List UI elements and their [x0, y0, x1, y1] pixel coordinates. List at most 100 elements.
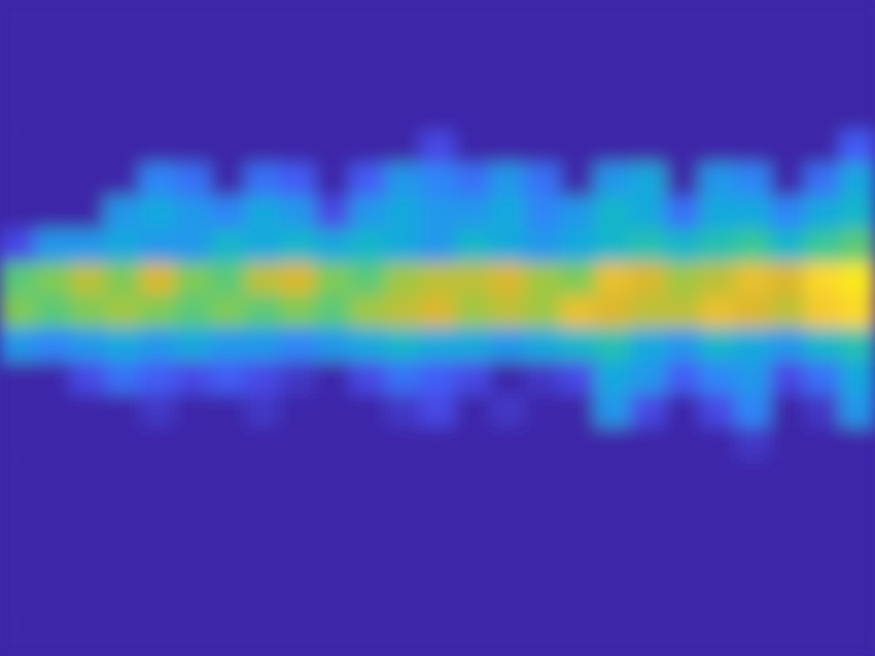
- heatmap-cell: [385, 131, 421, 164]
- heatmap-cell: [770, 558, 806, 591]
- heatmap-cell: [315, 295, 351, 328]
- heatmap-cell: [105, 131, 141, 164]
- heatmap-cell: [210, 394, 246, 427]
- heatmap-cell: [245, 623, 281, 656]
- heatmap-cell: [315, 492, 351, 525]
- heatmap-cell: [770, 295, 806, 328]
- heatmap-cell: [525, 623, 561, 656]
- heatmap-cell: [455, 525, 491, 558]
- heatmap-cell: [420, 328, 456, 361]
- heatmap-cell: [420, 394, 456, 427]
- heatmap-cell: [350, 197, 386, 230]
- heatmap-cell: [175, 197, 211, 230]
- heatmap-cell: [280, 459, 316, 492]
- heatmap-cell: [175, 525, 211, 558]
- heatmap-cell: [140, 33, 176, 66]
- heatmap-cell: [70, 262, 106, 295]
- heatmap-cell: [735, 164, 771, 197]
- heatmap-cell: [735, 0, 771, 33]
- heatmap-cell: [805, 98, 841, 131]
- heatmap-cell: [665, 492, 701, 525]
- heatmap-cell: [700, 164, 736, 197]
- heatmap-cell: [280, 394, 316, 427]
- heatmap-cell: [280, 131, 316, 164]
- heatmap-cell: [560, 197, 596, 230]
- heatmap-cell: [700, 492, 736, 525]
- heatmap-cell: [490, 98, 526, 131]
- heatmap-cell: [490, 525, 526, 558]
- heatmap-cell: [455, 0, 491, 33]
- heatmap-cell: [770, 197, 806, 230]
- heatmap-cell: [0, 0, 36, 33]
- heatmap-cell: [140, 492, 176, 525]
- heatmap-cell: [595, 459, 631, 492]
- heatmap-cell: [140, 98, 176, 131]
- heatmap-cell: [560, 131, 596, 164]
- heatmap-cell: [70, 590, 106, 623]
- heatmap-cell: [210, 426, 246, 459]
- heatmap-cell: [805, 525, 841, 558]
- heatmap-cell: [735, 230, 771, 263]
- heatmap-cell: [700, 0, 736, 33]
- heatmap-cell: [700, 623, 736, 656]
- heatmap-cell: [525, 361, 561, 394]
- heatmap-cell: [840, 197, 875, 230]
- heatmap-cell: [525, 558, 561, 591]
- heatmap-cell: [315, 590, 351, 623]
- heatmap-cell: [420, 164, 456, 197]
- heatmap-cell: [140, 197, 176, 230]
- heatmap-cell: [630, 558, 666, 591]
- heatmap-cell: [35, 590, 71, 623]
- heatmap-cell: [350, 262, 386, 295]
- heatmap-cell: [490, 492, 526, 525]
- heatmap-cell: [35, 295, 71, 328]
- heatmap-cell: [70, 492, 106, 525]
- heatmap-cell: [385, 0, 421, 33]
- heatmap-cell: [595, 394, 631, 427]
- heatmap-cell: [315, 0, 351, 33]
- heatmap-cell: [735, 459, 771, 492]
- heatmap-cell: [560, 164, 596, 197]
- heatmap-cell: [175, 492, 211, 525]
- heatmap-cell: [350, 426, 386, 459]
- heatmap-cell: [210, 459, 246, 492]
- heatmap-cell: [70, 197, 106, 230]
- heatmap-cell: [420, 131, 456, 164]
- heatmap-cell: [840, 66, 875, 99]
- heatmap-cell: [245, 262, 281, 295]
- heatmap-cell: [70, 295, 106, 328]
- heatmap-cell: [350, 525, 386, 558]
- heatmap-cell: [245, 33, 281, 66]
- heatmap-cell: [840, 590, 875, 623]
- heatmap-cell: [840, 558, 875, 591]
- heatmap-cell: [630, 361, 666, 394]
- heatmap-cell: [805, 197, 841, 230]
- heatmap-cell: [665, 33, 701, 66]
- heatmap-cell: [245, 197, 281, 230]
- heatmap-cell: [455, 131, 491, 164]
- heatmap-cell: [35, 131, 71, 164]
- heatmap-cell: [595, 525, 631, 558]
- heatmap-cell: [245, 328, 281, 361]
- heatmap-cell: [210, 66, 246, 99]
- heatmap-cell: [735, 262, 771, 295]
- heatmap-cell: [385, 590, 421, 623]
- heatmap-cell: [420, 230, 456, 263]
- heatmap-cell: [525, 33, 561, 66]
- heatmap-cell: [770, 623, 806, 656]
- heatmap-cell: [105, 66, 141, 99]
- heatmap-cell: [35, 525, 71, 558]
- heatmap-cell: [770, 426, 806, 459]
- heatmap-cell: [455, 295, 491, 328]
- heatmap-cell: [525, 295, 561, 328]
- heatmap-cell: [525, 459, 561, 492]
- heatmap-cell: [770, 459, 806, 492]
- heatmap-cell: [70, 394, 106, 427]
- heatmap-cell: [420, 459, 456, 492]
- heatmap-cell: [280, 33, 316, 66]
- heatmap-cell: [665, 164, 701, 197]
- heatmap-cell: [35, 492, 71, 525]
- heatmap-cell: [770, 230, 806, 263]
- heatmap-cell: [245, 361, 281, 394]
- heatmap-cell: [700, 459, 736, 492]
